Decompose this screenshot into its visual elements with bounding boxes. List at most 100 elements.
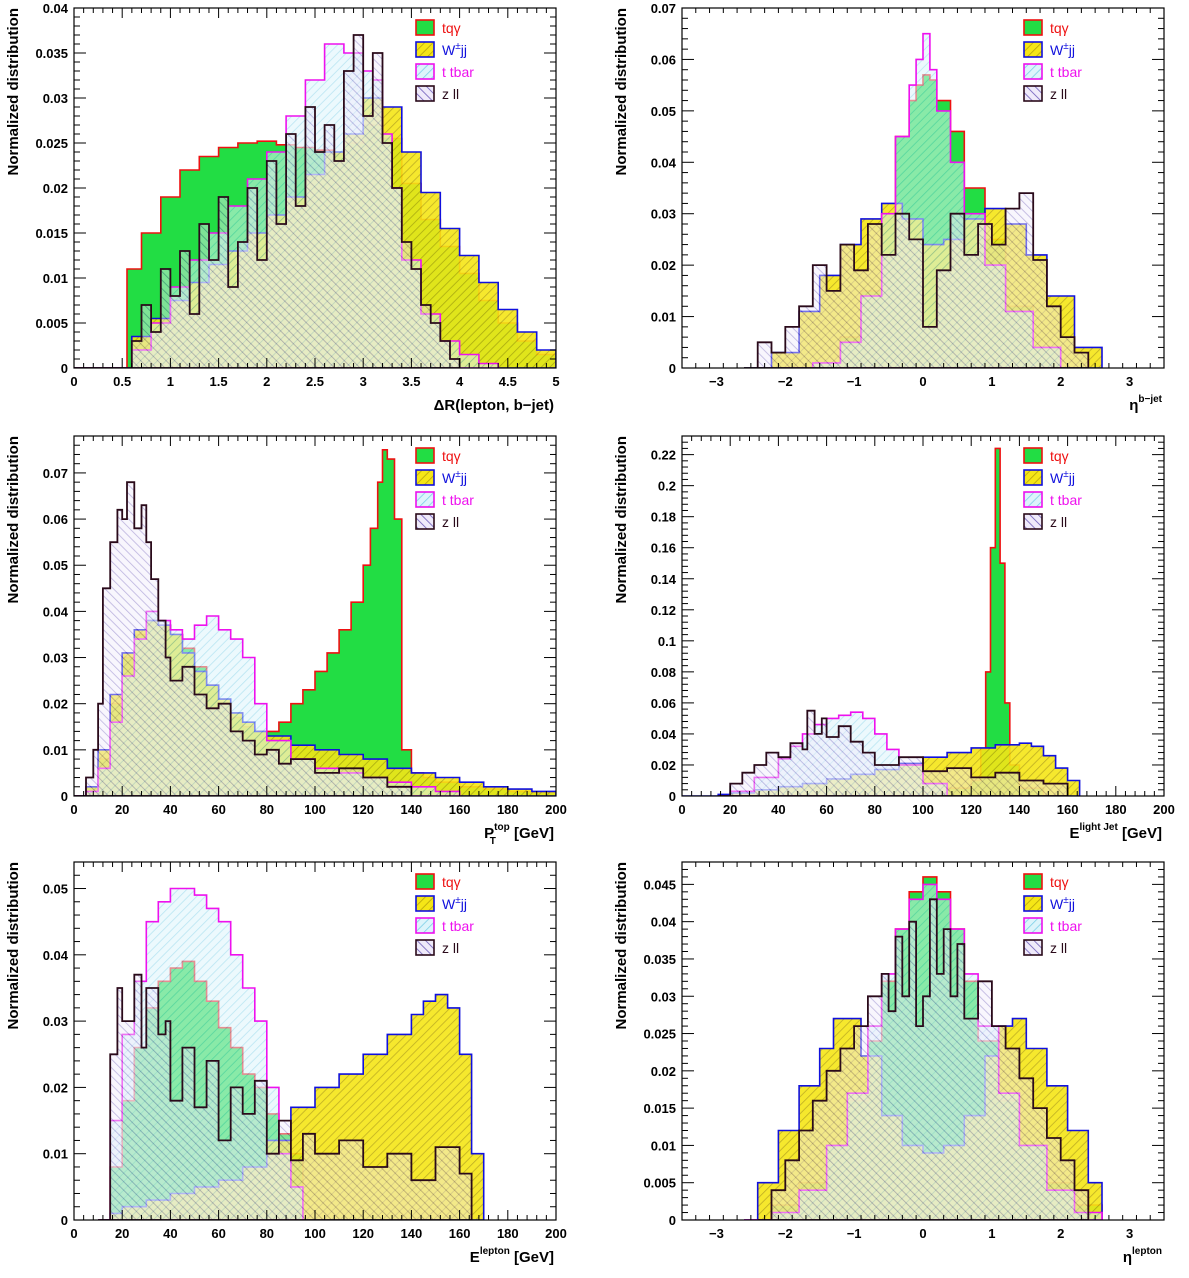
- legend-swatch-ttbar: [415, 63, 435, 80]
- y-tick-label: 0: [669, 789, 676, 804]
- x-axis-title: Elepton [GeV]: [470, 1246, 554, 1266]
- series-fill-zll: [74, 482, 412, 796]
- legend-swatch-wjj: [415, 469, 435, 486]
- x-tick-label: 180: [497, 1226, 519, 1241]
- series-fill-zll: [98, 974, 472, 1220]
- x-tick-label: 3: [1126, 374, 1133, 389]
- legend: tqγ W±jj t tbar z ll: [1023, 19, 1082, 102]
- legend-label-tqgamma: tqγ: [1050, 20, 1069, 36]
- y-axis-title: Normalized distribution: [613, 436, 630, 604]
- legend-swatch-ttbar: [1023, 491, 1043, 508]
- y-tick-label: 0.02: [651, 1064, 676, 1079]
- y-tick-label: 0.05: [43, 882, 68, 897]
- x-tick-label: 0.5: [113, 374, 131, 389]
- x-tick-label: 180: [1105, 802, 1127, 817]
- y-tick-label: 0.01: [43, 743, 68, 758]
- y-tick-label: 0.015: [643, 1101, 676, 1116]
- chart-panel-elight: 0 20 40 60 80 100 120 140 160 180 200 0 0.02 0.04 0.06…: [600, 425, 1189, 850]
- legend-label-zll: z ll: [1050, 514, 1067, 530]
- legend: tqγ W±jj t tbar z ll: [1023, 873, 1082, 956]
- x-tick-label: 80: [260, 1226, 274, 1241]
- legend-swatch-wjj: [1023, 895, 1043, 912]
- legend-swatch-wjj: [415, 41, 435, 58]
- x-axis-title: Ptop T [GeV]: [484, 822, 554, 847]
- legend-label-ttbar: t tbar: [1050, 918, 1082, 934]
- plot-frame: [681, 7, 1165, 369]
- y-axis-title: Normalized distribution: [5, 8, 22, 176]
- x-tick-label: 120: [352, 802, 374, 817]
- y-tick-label: 0.01: [43, 1147, 68, 1162]
- x-tick-label: −2: [778, 1226, 793, 1241]
- y-tick-label: 0: [61, 789, 68, 804]
- legend-swatch-zll: [1023, 85, 1043, 102]
- y-tick-label: 0.02: [651, 758, 676, 773]
- chart-svg-etab: −3 −2 −1 0 1 2 3 0 0.01 0.02 0.03 0.04 0.05 0.06 0.07 N…: [613, 1, 1165, 414]
- x-tick-label: 120: [960, 802, 982, 817]
- y-tick-label: 0.02: [43, 697, 68, 712]
- x-tick-label: −1: [847, 374, 862, 389]
- y-tick-label: 0.03: [651, 989, 676, 1004]
- y-tick-label: 0.005: [643, 1176, 676, 1191]
- legend-swatch-ttbar: [415, 917, 435, 934]
- legend-swatch-zll: [415, 85, 435, 102]
- series-fill-zll: [718, 710, 1068, 796]
- y-tick-label: 0.04: [43, 1, 69, 16]
- y-tick-label: 0.02: [43, 1080, 68, 1095]
- y-axis-title: Normalized distribution: [5, 862, 22, 1030]
- x-tick-label: 140: [1009, 802, 1031, 817]
- legend-label-zll: z ll: [442, 514, 459, 530]
- y-tick-label: 0.035: [35, 46, 68, 61]
- legend-label-wjj: W±jj: [1050, 469, 1075, 486]
- legend-swatch-tqgamma: [415, 19, 435, 36]
- x-tick-label: 3.5: [402, 374, 420, 389]
- x-tick-label: 5: [552, 374, 559, 389]
- x-tick-label: 160: [1057, 802, 1079, 817]
- legend-swatch-zll: [415, 513, 435, 530]
- y-tick-label: 0.04: [651, 155, 677, 170]
- y-tick-label: 0.05: [43, 558, 68, 573]
- x-tick-label: 160: [449, 802, 471, 817]
- x-tick-label: 200: [545, 802, 567, 817]
- y-tick-label: 0.1: [658, 634, 676, 649]
- x-tick-label: 1.5: [210, 374, 228, 389]
- y-tick-label: 0.025: [35, 136, 68, 151]
- legend-label-wjj: W±jj: [442, 41, 467, 58]
- x-tick-label: 1: [167, 374, 174, 389]
- x-tick-label: 1: [988, 374, 995, 389]
- legend-swatch-tqgamma: [1023, 447, 1043, 464]
- y-tick-label: 0.16: [651, 541, 676, 556]
- y-tick-label: 0.04: [651, 727, 677, 742]
- x-axis-title: ηb−jet: [1129, 394, 1162, 414]
- x-tick-label: 0: [70, 1226, 77, 1241]
- y-tick-label: 0.01: [651, 310, 676, 325]
- legend-swatch-ttbar: [1023, 63, 1043, 80]
- chart-svg-etalep: −3 −2 −1 0 1 2 3 0 0.005 0.01 0.015 0.02 0.025 0.03 0.…: [613, 861, 1165, 1266]
- x-tick-label: 20: [723, 802, 737, 817]
- series-line-zll: [718, 709, 1069, 796]
- y-tick-label: 0.04: [651, 915, 677, 930]
- y-tick-label: 0.045: [643, 877, 676, 892]
- y-tick-label: 0.03: [651, 207, 676, 222]
- x-tick-label: 4: [456, 374, 464, 389]
- x-tick-label: 100: [304, 1226, 326, 1241]
- x-tick-label: 2: [1057, 1226, 1064, 1241]
- y-axis-title: Normalized distribution: [613, 8, 630, 176]
- legend-swatch-wjj: [1023, 41, 1043, 58]
- legend-swatch-tqgamma: [415, 873, 435, 890]
- x-tick-label: 60: [819, 802, 833, 817]
- x-tick-label: 0: [919, 374, 926, 389]
- series-line-zll: [74, 481, 413, 796]
- x-tick-label: 4.5: [499, 374, 517, 389]
- legend-label-ttbar: t tbar: [442, 492, 474, 508]
- x-tick-label: 160: [449, 1226, 471, 1241]
- x-tick-label: 20: [115, 802, 129, 817]
- y-axis-title: Normalized distribution: [5, 436, 22, 604]
- y-tick-label: 0.01: [651, 1138, 676, 1153]
- legend-label-zll: z ll: [1050, 86, 1067, 102]
- y-tick-label: 0.02: [43, 181, 68, 196]
- legend-swatch-tqgamma: [1023, 873, 1043, 890]
- y-tick-label: 0.18: [651, 510, 676, 525]
- series-line-zll: [98, 973, 473, 1220]
- chart-svg-dr: 0 0.5 1 1.5 2 2.5 3 3.5 4 4.5 5 0 0.005 0.01 0.015 0.02…: [5, 1, 560, 414]
